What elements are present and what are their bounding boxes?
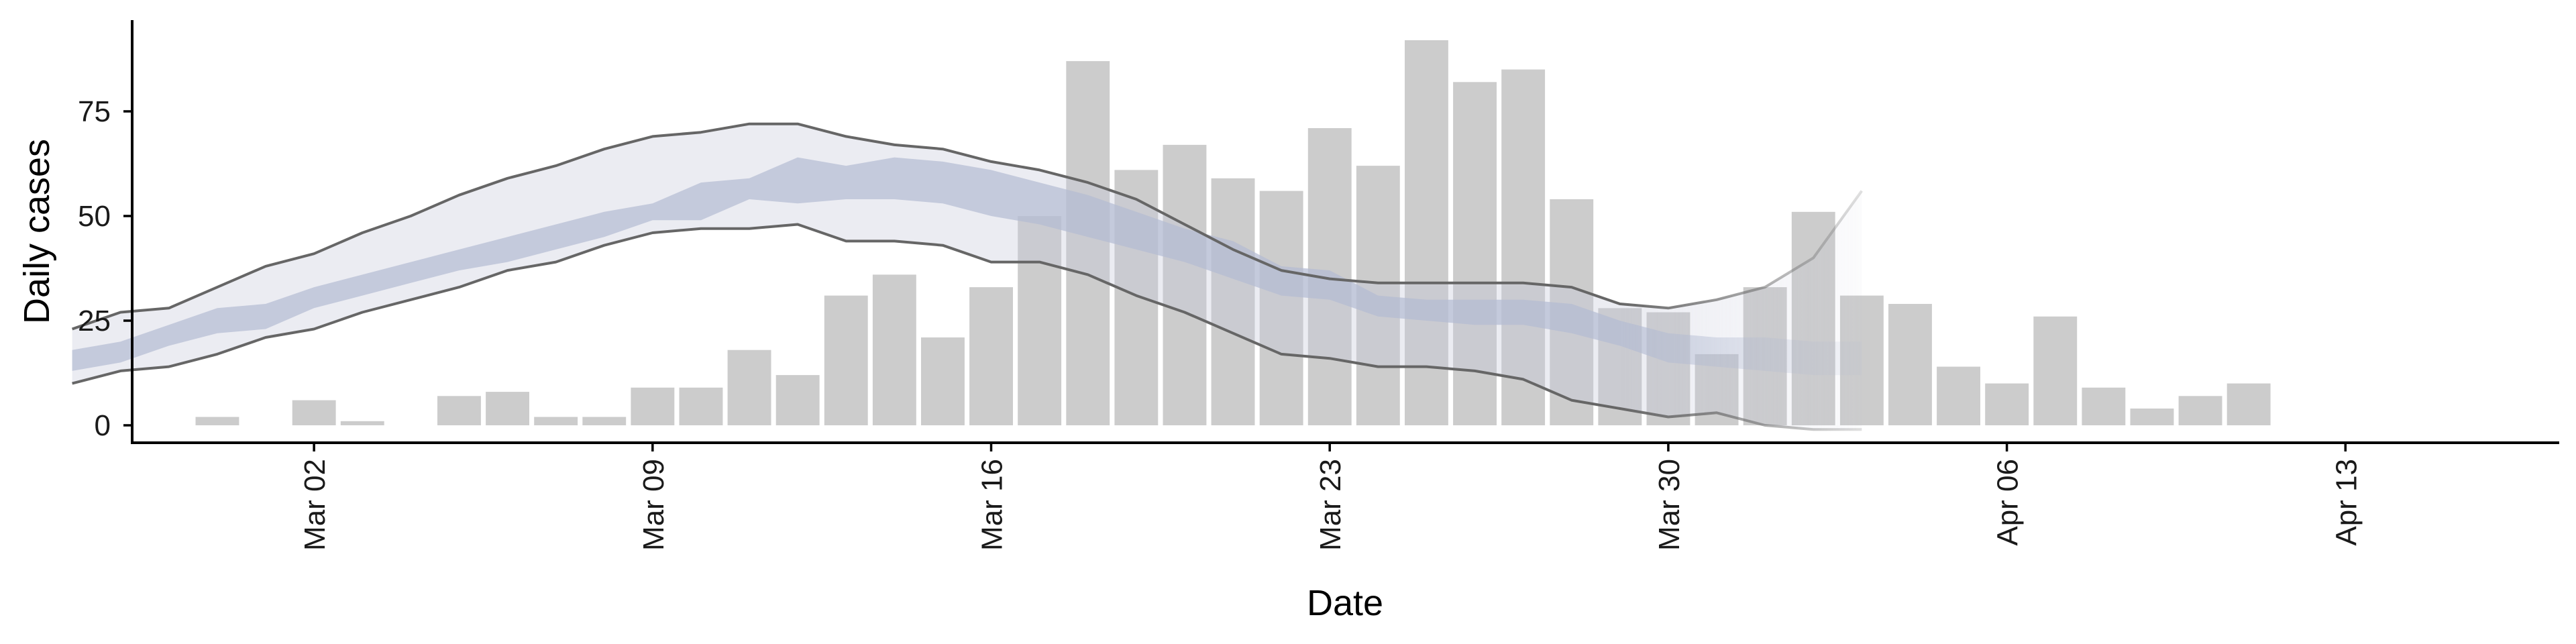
bar — [2178, 396, 2222, 425]
bar — [437, 396, 481, 425]
x-tick-label: Mar 16 — [976, 459, 1009, 551]
bar — [872, 274, 916, 425]
x-axis: Mar 02 Mar 09 Mar 16 Mar 23 Mar 30 Apr 06 Apr … — [131, 441, 2559, 551]
y-tick-label: 75 — [78, 95, 111, 128]
band-boundary-lines — [71, 122, 1863, 431]
bar — [631, 387, 675, 425]
x-axis-title: Date — [1307, 583, 1383, 623]
bar — [582, 417, 627, 425]
x-tick-label: Mar 09 — [637, 459, 670, 551]
bar — [292, 400, 336, 425]
bar — [1163, 144, 1207, 425]
x-tick-label: Apr 13 — [2330, 459, 2363, 546]
bar — [486, 392, 529, 425]
inner-band — [72, 157, 1862, 376]
outer-band — [72, 123, 1862, 430]
x-tick-label: Mar 02 — [299, 459, 331, 551]
bar — [727, 350, 771, 425]
y-tick-label: 25 — [78, 305, 111, 337]
upper-bound-line — [71, 122, 1863, 331]
bar — [2226, 383, 2271, 425]
y-tick-label: 0 — [95, 409, 111, 442]
bar — [1501, 69, 1546, 426]
x-tick-label: Mar 30 — [1653, 459, 1686, 551]
bar — [534, 417, 578, 425]
y-tick-label: 50 — [78, 200, 111, 233]
x-tick-label: Apr 06 — [1992, 459, 2025, 546]
bar — [2130, 409, 2174, 425]
bar — [1259, 191, 1303, 425]
bar — [1211, 178, 1255, 425]
bar — [969, 287, 1013, 425]
bar — [824, 295, 868, 425]
lower-bound-line — [72, 223, 1862, 431]
bar — [921, 337, 965, 425]
bar — [340, 421, 384, 425]
bar — [775, 375, 820, 425]
y-axis: 0 25 50 75 — [78, 20, 133, 443]
bar — [1985, 383, 2029, 425]
bar — [2033, 316, 2078, 425]
bar — [1453, 82, 1497, 426]
bar — [1888, 304, 1932, 425]
y-axis-title: Daily cases — [17, 139, 57, 324]
bar — [2082, 387, 2126, 425]
x-tick-label: Mar 23 — [1314, 459, 1347, 551]
bar — [195, 417, 239, 425]
bar — [679, 387, 723, 425]
bar — [1405, 40, 1448, 425]
bar — [1937, 366, 1980, 425]
bar — [1018, 216, 1062, 425]
bar — [1791, 211, 1835, 425]
uncertainty-bands — [72, 123, 1862, 430]
bar — [1066, 61, 1110, 426]
